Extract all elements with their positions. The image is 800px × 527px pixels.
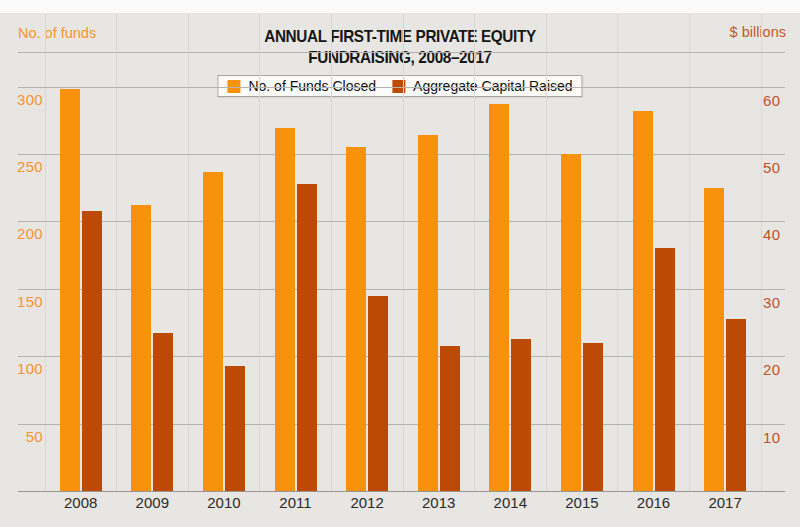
x-tick-2017: 2017	[689, 494, 761, 511]
y-tick-right-40: 40	[763, 226, 800, 243]
axis-baseline	[18, 491, 785, 492]
x-tick-2016: 2016	[618, 494, 690, 511]
gridline-vertical	[761, 14, 762, 491]
bar-funds-2015	[561, 154, 581, 491]
gridline-vertical	[188, 14, 189, 491]
gridline-vertical	[689, 14, 690, 491]
gridline-vertical	[116, 14, 117, 491]
y-tick-left-300: 300	[3, 91, 43, 108]
gridline-vertical	[474, 14, 475, 491]
bar-capital-2015	[583, 343, 603, 491]
bar-capital-2013	[440, 346, 460, 491]
y-tick-left-200: 200	[3, 225, 43, 242]
bar-funds-2009	[131, 205, 151, 491]
bar-funds-2011	[275, 128, 295, 491]
bar-capital-2017	[726, 319, 746, 491]
bar-capital-2008	[82, 211, 102, 491]
gridline-vertical	[546, 14, 547, 491]
bar-capital-2011	[297, 184, 317, 491]
chart-title: ANNUAL FIRST-TIME PRIVATE EQUITY FUNDRAI…	[40, 26, 760, 68]
y-tick-right-60: 60	[763, 92, 800, 109]
y-tick-left-100: 100	[3, 360, 43, 377]
y-tick-right-30: 30	[763, 294, 800, 311]
gridline-vertical	[259, 14, 260, 491]
y-tick-left-250: 250	[3, 158, 43, 175]
bar-funds-2014	[489, 104, 509, 491]
x-tick-2013: 2013	[403, 494, 475, 511]
bar-funds-2013	[418, 135, 438, 491]
bar-capital-2010	[225, 366, 245, 491]
y-tick-left-150: 150	[3, 293, 43, 310]
x-tick-2010: 2010	[188, 494, 260, 511]
chart-canvas: No. of funds $ billions ANNUAL FIRST-TIM…	[0, 0, 800, 527]
chart-title-line1: ANNUAL FIRST-TIME PRIVATE EQUITY	[40, 26, 760, 47]
gridline-vertical	[403, 14, 404, 491]
x-tick-2008: 2008	[45, 494, 117, 511]
chart-title-line2: FUNDRAISING, 2008–2017	[40, 47, 760, 68]
gridline-h	[18, 87, 785, 88]
bar-funds-2010	[203, 172, 223, 491]
x-tick-2014: 2014	[474, 494, 546, 511]
y-tick-right-50: 50	[763, 159, 800, 176]
gridline-vertical	[45, 14, 46, 491]
y-tick-right-20: 20	[763, 361, 800, 378]
bar-funds-2012	[346, 147, 366, 491]
y-tick-right-10: 10	[763, 429, 800, 446]
x-tick-2015: 2015	[546, 494, 618, 511]
gridline-vertical	[331, 14, 332, 491]
bar-capital-2014	[511, 339, 531, 491]
x-tick-2011: 2011	[260, 494, 332, 511]
bar-capital-2016	[655, 248, 675, 491]
bar-funds-2017	[704, 188, 724, 491]
gridline-vertical	[617, 14, 618, 491]
bar-funds-2016	[633, 111, 653, 491]
gridline-h	[18, 154, 785, 155]
bar-funds-2008	[60, 89, 80, 491]
y-tick-left-50: 50	[3, 428, 43, 445]
gridline-top-border	[18, 52, 785, 53]
x-tick-2012: 2012	[331, 494, 403, 511]
x-tick-2009: 2009	[116, 494, 188, 511]
bar-capital-2012	[368, 296, 388, 491]
bar-capital-2009	[153, 333, 173, 491]
